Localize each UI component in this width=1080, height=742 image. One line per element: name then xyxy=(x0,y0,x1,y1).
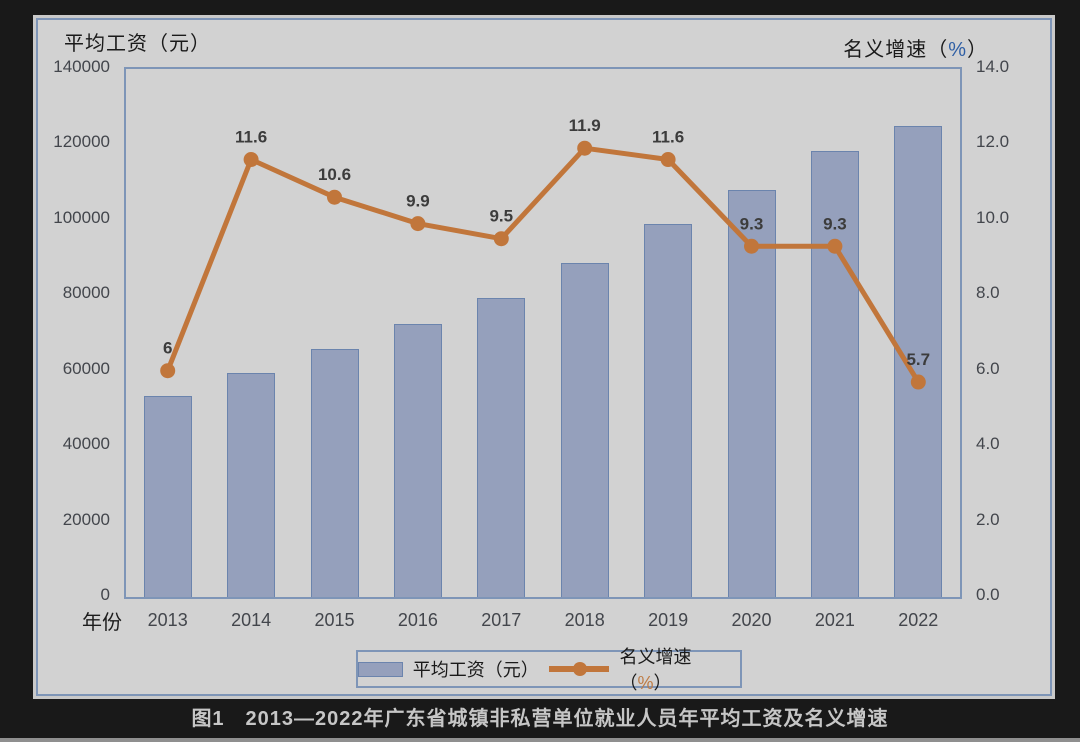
right-axis-tick: 12.0 xyxy=(976,132,1010,152)
growth-line xyxy=(165,145,921,384)
wage-bar-2021 xyxy=(810,151,859,597)
left-axis-tick: 80000 xyxy=(62,283,110,303)
legend-line-marker xyxy=(549,661,610,677)
wage-bar-2018 xyxy=(560,262,609,597)
left-axis-tick-labels: 140000 120000 100000 80000 60000 40000 20000 0 xyxy=(38,20,114,694)
growth-point-label: 5.7 xyxy=(906,350,930,369)
wage-bar-2020 xyxy=(727,189,776,597)
growth-point-2021 xyxy=(827,238,843,254)
left-axis-tick: 0 xyxy=(100,585,110,604)
left-axis-tick: 60000 xyxy=(62,358,110,378)
legend-swatch-wage xyxy=(358,661,403,677)
chart-card: 平均工资（元） 名义增速（%） 140000 120000 100000 80000 6… xyxy=(36,18,1052,696)
x-axis-title: 年份 xyxy=(82,612,122,634)
growth-point-2015 xyxy=(327,189,342,205)
right-axis-tick: 2.0 xyxy=(976,509,1000,529)
right-axis-tick: 10.0 xyxy=(976,207,1010,227)
right-axis-tick: 0.0 xyxy=(976,585,1000,604)
growth-point-label: 9.3 xyxy=(823,214,847,233)
x-axis-label-2016: 2016 xyxy=(397,610,438,630)
growth-point-label: 11.6 xyxy=(235,128,267,147)
growth-point-2016 xyxy=(410,216,426,232)
left-axis-tick: 140000 xyxy=(53,57,110,76)
x-axis-label-2017: 2017 xyxy=(481,610,522,630)
wage-bar-2013 xyxy=(143,395,192,597)
bottom-divider xyxy=(0,738,1080,742)
growth-point-2018 xyxy=(577,140,593,156)
legend-box: 平均工资（元） 名义增速（%） xyxy=(356,647,742,693)
growth-point-label: 9.9 xyxy=(406,192,430,211)
growth-point-label: 11.9 xyxy=(569,116,601,135)
left-axis-title: 平均工资（元） xyxy=(64,33,211,55)
growth-point-2022 xyxy=(910,374,926,390)
growth-point-2019 xyxy=(660,152,676,168)
wage-bar-2015 xyxy=(310,348,359,597)
growth-point-label: 9.5 xyxy=(489,207,513,226)
right-axis-tick: 14.0 xyxy=(976,57,1010,76)
wage-bar-2022 xyxy=(894,126,943,597)
growth-line-chart: 6 11.6 10.6 9.9 9.5 11.9 11.6 9.3 9.3 5.7 xyxy=(160,116,930,390)
wage-bar-2014 xyxy=(227,372,276,597)
x-axis-label-2022: 2022 xyxy=(898,610,939,630)
growth-point-2020 xyxy=(744,238,759,254)
x-axis-label-2013: 2013 xyxy=(147,610,188,630)
legend-label-growth: 名义增速（%） xyxy=(619,647,692,693)
left-axis-tick: 120000 xyxy=(53,132,110,152)
wage-bar-2019 xyxy=(644,224,693,597)
x-axis-label-2019: 2019 xyxy=(648,610,689,630)
plot-area: 6 11.6 10.6 9.9 9.5 11.9 11.6 9.3 9.3 5.7 xyxy=(124,67,962,599)
x-axis-label-2015: 2015 xyxy=(314,610,355,630)
legend-line-dot xyxy=(573,662,588,676)
growth-point-label: 9.3 xyxy=(740,214,764,233)
right-axis-tick: 8.0 xyxy=(976,283,1000,303)
left-axis-tick: 20000 xyxy=(62,509,110,529)
left-axis-tick: 100000 xyxy=(53,207,110,227)
growth-point-label: 6 xyxy=(163,339,172,358)
right-axis-title: 名义增速（%） xyxy=(843,39,988,61)
growth-point-2014 xyxy=(243,152,259,168)
wage-bar-2017 xyxy=(477,298,526,597)
x-axis-labels: 2013 2014 2015 2016 2017 2018 2019 2020 2021 2022 xyxy=(124,608,962,634)
growth-point-2013 xyxy=(160,363,176,379)
growth-point-2017 xyxy=(493,231,509,247)
figure-caption: 图1 2013—2022年广东省城镇非私营单位就业人员年平均工资及名义增速 xyxy=(191,708,889,730)
legend-label-wage: 平均工资（元） xyxy=(412,660,539,680)
right-axis-tick-labels: 14.0 12.0 10.0 8.0 6.0 4.0 2.0 0.0 xyxy=(974,20,1044,694)
growth-point-label: 10.6 xyxy=(318,165,351,184)
left-axis-tick: 40000 xyxy=(62,434,110,454)
growth-point-label: 11.6 xyxy=(652,128,684,147)
right-axis-tick: 6.0 xyxy=(976,358,1000,378)
right-axis-tick: 4.0 xyxy=(976,434,1000,454)
x-axis-label-2018: 2018 xyxy=(564,610,605,630)
x-axis-label-2014: 2014 xyxy=(231,610,272,630)
x-axis-label-2020: 2020 xyxy=(731,610,772,630)
wage-bar-2016 xyxy=(393,324,442,597)
x-axis-label-2021: 2021 xyxy=(814,610,855,630)
